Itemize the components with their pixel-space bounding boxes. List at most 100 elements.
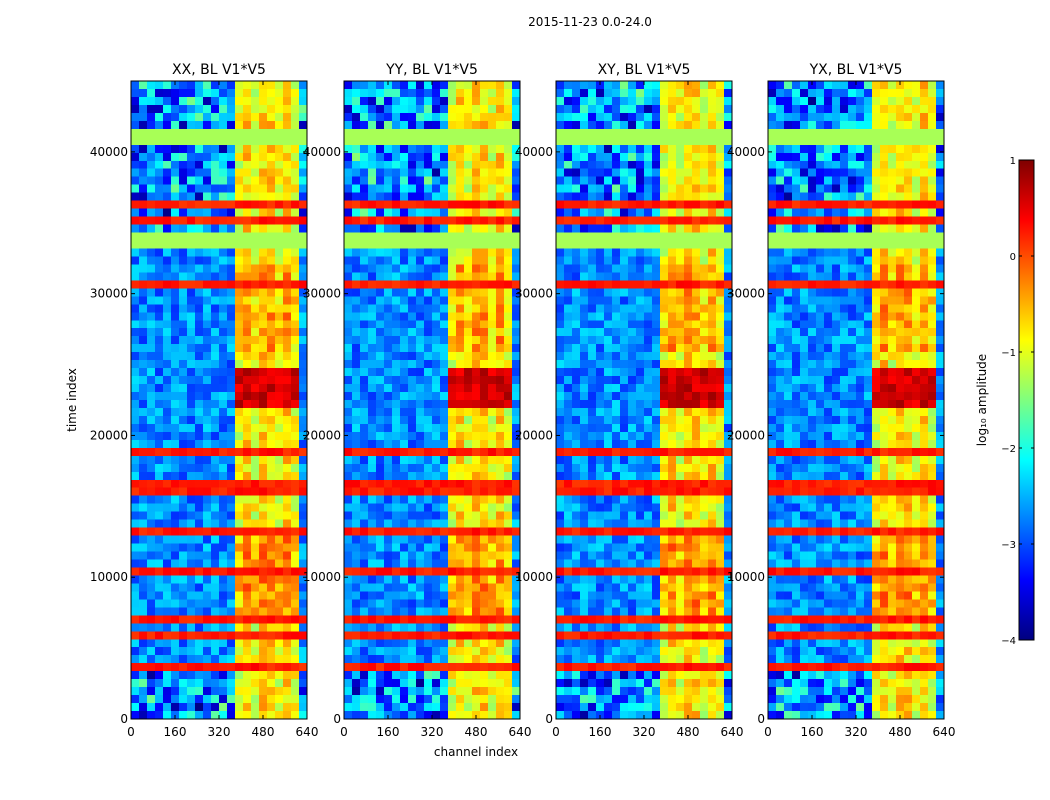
- heatmap-cell: [448, 479, 457, 489]
- heatmap-cell: [708, 192, 717, 202]
- heatmap-cell: [187, 216, 196, 226]
- heatmap-cell: [512, 120, 521, 130]
- heatmap-cell: [227, 192, 236, 202]
- heatmap-cell: [283, 200, 292, 210]
- heatmap-cell: [344, 328, 353, 337]
- heatmap-cell: [556, 575, 565, 585]
- heatmap-cell: [496, 296, 505, 305]
- heatmap-cell: [684, 216, 693, 226]
- heatmap-cell: [692, 336, 701, 345]
- heatmap-cell: [480, 487, 489, 497]
- heatmap-cell: [716, 224, 725, 234]
- heatmap-cell: [163, 623, 172, 632]
- heatmap-cell: [556, 184, 565, 194]
- heatmap-cell: [392, 192, 401, 202]
- heatmap-cell: [716, 376, 725, 385]
- heatmap-cell: [464, 400, 473, 409]
- heatmap-cell: [668, 104, 677, 114]
- heatmap-cell: [456, 320, 465, 329]
- x-tick-label: 480: [252, 725, 275, 739]
- heatmap-cell: [440, 511, 449, 521]
- heatmap-cell: [235, 208, 244, 218]
- heatmap-cell: [660, 360, 669, 369]
- heatmap-cell: [676, 184, 685, 194]
- heatmap-cell: [572, 344, 581, 353]
- heatmap-cell: [496, 583, 505, 592]
- heatmap-cell: [416, 703, 425, 712]
- heatmap-cell: [171, 527, 180, 537]
- heatmap-cell: [504, 296, 513, 305]
- heatmap-cell: [235, 663, 244, 672]
- heatmap-cell: [496, 336, 505, 345]
- heatmap-cell: [147, 519, 156, 529]
- heatmap-cell: [496, 360, 505, 369]
- heatmap-cell: [352, 192, 361, 202]
- heatmap-cell: [267, 168, 276, 178]
- heatmap-cell: [291, 128, 300, 138]
- heatmap-cell: [227, 264, 236, 273]
- heatmap-cell: [464, 136, 473, 146]
- heatmap-cell: [620, 232, 629, 242]
- heatmap-cell: [235, 192, 244, 202]
- heatmap-cell: [251, 208, 260, 218]
- heatmap-cell: [456, 376, 465, 385]
- heatmap-cell: [408, 511, 417, 521]
- heatmap-cell: [259, 168, 268, 178]
- heatmap-cell: [360, 687, 369, 696]
- heatmap-cell: [227, 104, 236, 114]
- heatmap-cell: [352, 336, 361, 345]
- heatmap-cell: [227, 136, 236, 146]
- heatmap-cell: [344, 559, 353, 569]
- heatmap-cell: [155, 527, 164, 537]
- heatmap-cell: [344, 400, 353, 409]
- heatmap-cell: [400, 703, 409, 712]
- heatmap-cell: [227, 216, 236, 226]
- heatmap-cell: [708, 280, 717, 289]
- heatmap-cell: [360, 511, 369, 521]
- heatmap-cell: [179, 248, 188, 258]
- heatmap-cell: [496, 240, 505, 250]
- heatmap-cell: [251, 120, 260, 130]
- heatmap-cell: [384, 88, 393, 98]
- heatmap-cell: [195, 543, 204, 553]
- heatmap-cell: [171, 152, 180, 162]
- heatmap-cell: [376, 344, 385, 353]
- heatmap-cell: [368, 304, 377, 313]
- heatmap-cell: [131, 192, 140, 202]
- heatmap-cell: [392, 439, 401, 449]
- heatmap-cell: [251, 471, 260, 481]
- heatmap-cell: [219, 463, 228, 473]
- heatmap-cell: [416, 639, 425, 648]
- heatmap-cell: [464, 200, 473, 210]
- heatmap-cell: [275, 663, 284, 672]
- heatmap-cell: [251, 152, 260, 162]
- heatmap-cell: [171, 112, 180, 122]
- heatmap-cell: [564, 336, 573, 345]
- heatmap-cell: [676, 272, 685, 281]
- heatmap-cell: [580, 224, 589, 234]
- heatmap-cell: [448, 120, 457, 130]
- heatmap-cell: [360, 296, 369, 305]
- heatmap-cell: [504, 96, 513, 106]
- heatmap-cell: [708, 503, 717, 513]
- heatmap-cell: [628, 224, 637, 234]
- heatmap-cell: [408, 543, 417, 553]
- heatmap-cell: [668, 120, 677, 130]
- heatmap-cell: [676, 567, 685, 577]
- heatmap-cell: [392, 591, 401, 600]
- heatmap-cell: [628, 312, 637, 321]
- heatmap-cell: [416, 392, 425, 401]
- heatmap-cell: [716, 487, 725, 497]
- heatmap-cell: [512, 168, 521, 178]
- heatmap-cell: [259, 264, 268, 273]
- heatmap-cell: [155, 400, 164, 409]
- heatmap-cell: [572, 415, 581, 425]
- heatmap-cell: [496, 160, 505, 170]
- heatmap-cell: [408, 320, 417, 329]
- heatmap-cell: [496, 112, 505, 122]
- heatmap-cell: [171, 352, 180, 361]
- y-tick-label: 20000: [90, 428, 128, 442]
- heatmap-cell: [352, 679, 361, 688]
- heatmap-cell: [352, 120, 361, 130]
- heatmap-cell: [195, 88, 204, 98]
